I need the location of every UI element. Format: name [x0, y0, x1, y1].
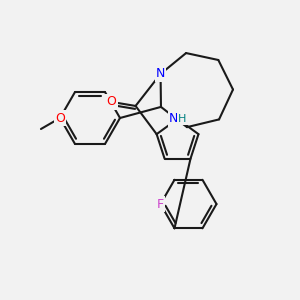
Text: N: N — [169, 112, 178, 125]
Text: O: O — [106, 95, 116, 108]
Text: O: O — [55, 112, 65, 124]
Text: F: F — [157, 198, 164, 211]
Text: N: N — [156, 68, 165, 80]
Text: H: H — [178, 114, 187, 124]
